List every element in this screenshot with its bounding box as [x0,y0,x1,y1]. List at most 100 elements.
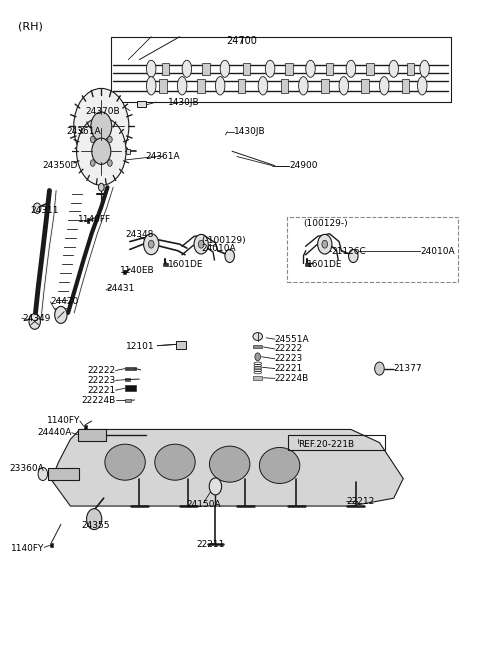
Bar [285,63,293,75]
Text: 24361A: 24361A [67,127,101,136]
Text: 1140FY: 1140FY [47,417,80,426]
Ellipse shape [339,77,348,95]
Circle shape [38,468,48,481]
Polygon shape [51,430,403,506]
Bar [253,345,263,348]
Text: 24420: 24420 [50,297,79,306]
Circle shape [318,234,332,254]
Ellipse shape [380,77,389,95]
Text: 12101: 12101 [126,342,155,351]
Text: 1601DE: 1601DE [307,260,342,269]
Ellipse shape [265,60,275,77]
Circle shape [148,240,154,248]
Text: 22224B: 22224B [275,374,309,383]
Text: 24348: 24348 [125,230,154,239]
Ellipse shape [259,447,300,483]
Circle shape [98,163,104,171]
Text: 1140FF: 1140FF [78,215,111,224]
Ellipse shape [146,60,156,77]
Bar [242,63,250,75]
Ellipse shape [389,60,398,77]
Ellipse shape [299,77,308,95]
Bar [127,149,130,154]
Bar [48,468,79,480]
Bar [366,63,374,75]
Bar [253,377,263,380]
Bar [280,79,288,93]
Circle shape [198,240,204,248]
Circle shape [375,362,384,375]
Bar [50,543,53,547]
Text: 1140EB: 1140EB [120,266,155,275]
Text: REF.20-221B: REF.20-221B [298,440,354,449]
Bar [305,263,310,266]
Text: 24551A: 24551A [275,335,310,344]
Bar [407,63,414,75]
Text: 23360A: 23360A [10,464,44,473]
Text: 22221: 22221 [87,386,116,395]
Circle shape [90,160,95,167]
Text: 24010A: 24010A [201,243,236,253]
Ellipse shape [258,77,268,95]
Circle shape [74,89,129,165]
Circle shape [86,508,102,529]
Bar [238,79,245,93]
Text: 22222: 22222 [275,344,303,354]
Circle shape [92,138,111,165]
Circle shape [98,183,104,191]
Ellipse shape [253,333,263,340]
Ellipse shape [418,77,427,95]
Circle shape [108,136,112,143]
Circle shape [225,249,234,262]
Bar [326,63,333,75]
Bar [162,63,169,75]
Ellipse shape [146,77,156,95]
Text: 1430JB: 1430JB [168,98,200,107]
Text: 24900: 24900 [289,161,318,170]
Text: (RH): (RH) [18,22,43,31]
Text: 22224B: 22224B [81,396,116,405]
Bar [202,63,210,75]
Text: 24700: 24700 [226,36,257,47]
Ellipse shape [209,446,250,482]
Circle shape [255,353,261,361]
Bar [402,79,409,93]
Bar [287,216,458,282]
Text: (-100129): (-100129) [201,236,246,245]
Text: 24349: 24349 [22,314,50,323]
Text: 24370B: 24370B [86,108,120,117]
Ellipse shape [306,60,315,77]
Circle shape [55,306,67,323]
Circle shape [194,234,208,254]
Circle shape [209,478,222,495]
Bar [159,79,167,93]
Text: 24355: 24355 [81,522,110,530]
Ellipse shape [155,444,195,480]
Circle shape [91,112,112,141]
Bar [125,399,131,402]
Circle shape [108,160,112,167]
Ellipse shape [105,444,145,480]
Circle shape [90,136,95,143]
Bar [123,270,126,274]
Circle shape [77,117,126,185]
Bar [86,218,89,222]
Bar [84,425,86,430]
Ellipse shape [220,60,229,77]
Circle shape [33,203,41,213]
Text: 1601DE: 1601DE [168,260,204,269]
Ellipse shape [178,77,187,95]
Text: 21377: 21377 [394,364,422,373]
Text: 24431: 24431 [106,284,134,293]
Text: 22223: 22223 [87,376,116,385]
Bar [137,101,145,108]
Circle shape [29,314,40,329]
Text: 21126C: 21126C [331,247,366,256]
Ellipse shape [420,60,430,77]
Text: 22222: 22222 [87,366,116,375]
Bar [125,367,135,370]
Bar [78,429,106,441]
Bar [125,385,135,391]
Bar [361,79,369,93]
Text: 1140FY: 1140FY [11,544,44,553]
